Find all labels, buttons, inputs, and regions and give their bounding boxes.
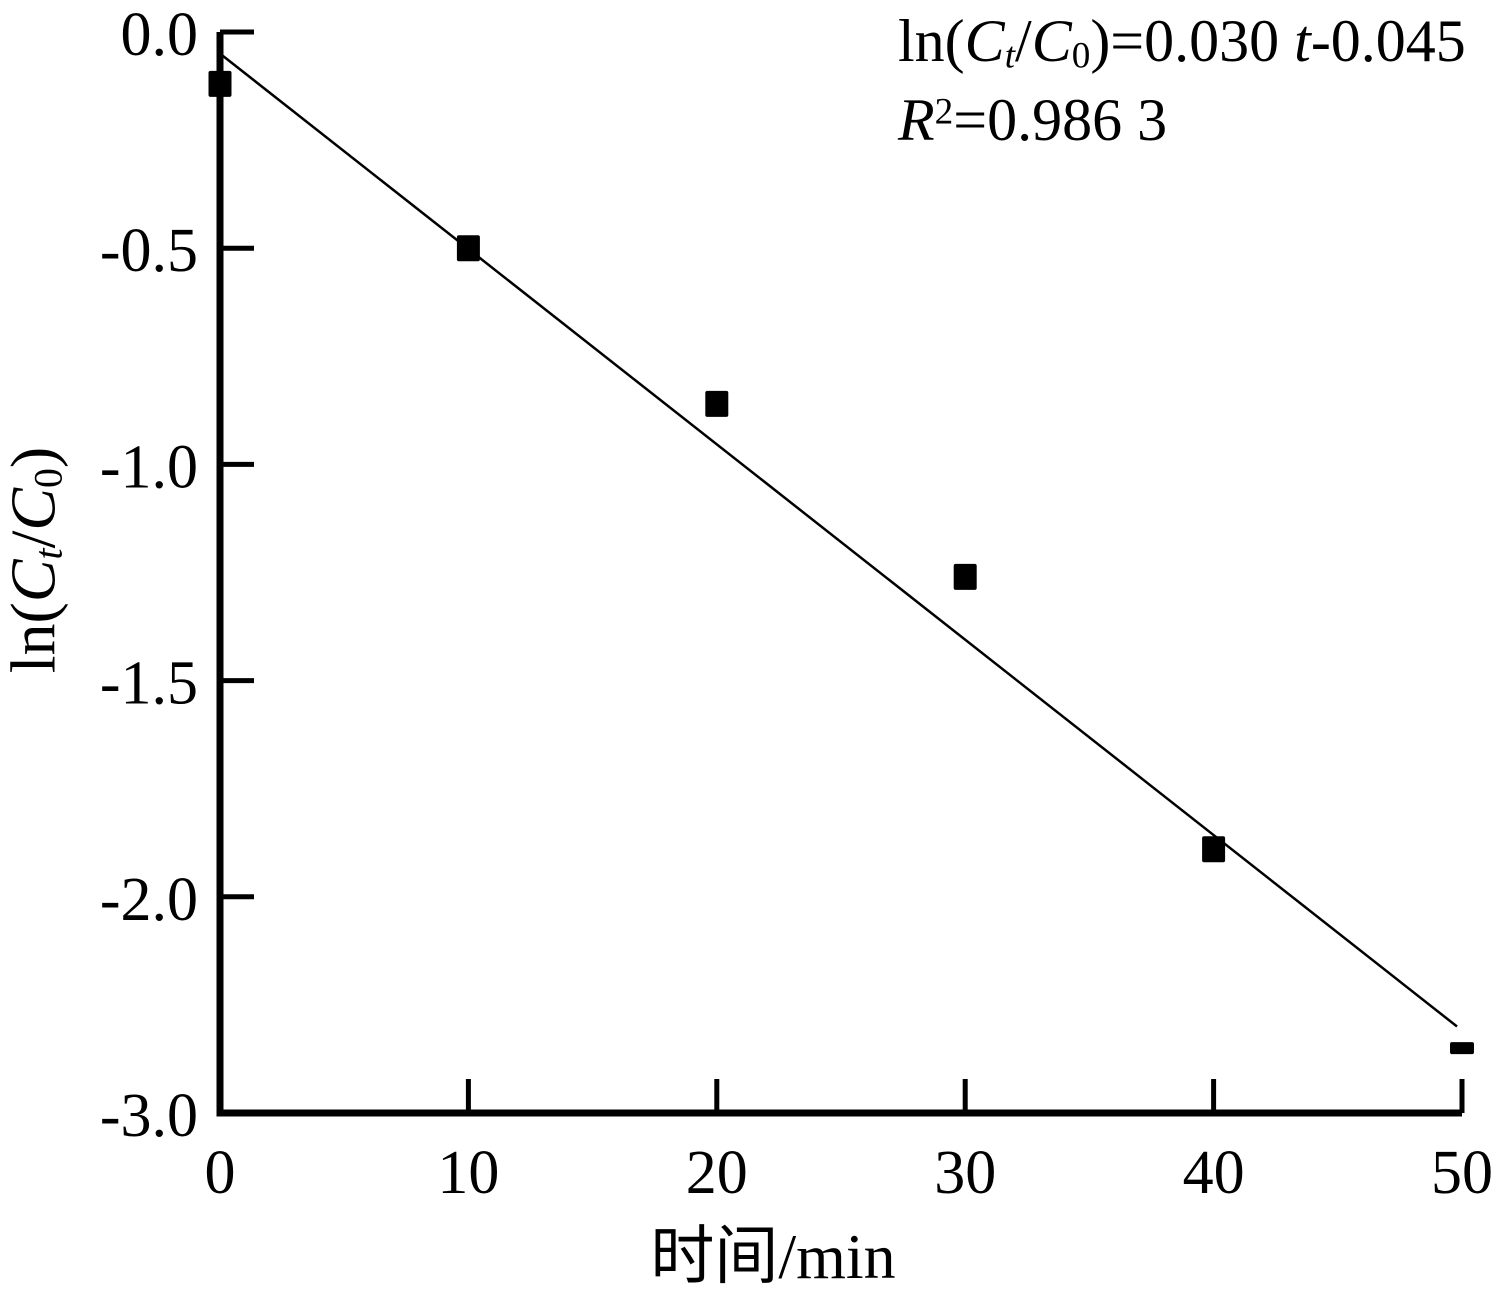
fit-line xyxy=(219,52,1458,1028)
text-segment: R xyxy=(898,87,935,154)
data-point-marker xyxy=(208,70,232,97)
text-segment: 0 xyxy=(1071,35,1091,77)
fit-equation-line: ln(Ct/C0)=0.030 t-0.045 xyxy=(898,2,1466,81)
fit-equation-block: ln(Ct/C0)=0.030 t-0.045 R2=0.986 3 xyxy=(898,2,1466,160)
text-segment: ln( xyxy=(898,8,965,74)
x-tick-label: 20 xyxy=(686,1139,748,1207)
y-tick-label: 0.0 xyxy=(121,1,199,69)
y-tick-label: -1.0 xyxy=(100,433,198,501)
text-segment: t xyxy=(26,548,71,560)
text-segment: 0 xyxy=(26,468,71,488)
text-segment: C xyxy=(1031,8,1072,74)
x-axis-label: 时间/min xyxy=(650,1221,896,1292)
data-point-marker xyxy=(953,563,977,590)
y-tick-label: -2.0 xyxy=(100,866,198,934)
x-tick-label: 40 xyxy=(1183,1139,1245,1207)
text-segment: )=0.030 xyxy=(1090,8,1295,74)
text-segment: -0.045 xyxy=(1310,8,1466,74)
text-segment: ) xyxy=(0,446,69,469)
text-segment: C xyxy=(964,8,1005,74)
text-segment: C xyxy=(0,559,69,603)
data-point-marker xyxy=(705,390,729,417)
text-segment: 2 xyxy=(934,91,954,133)
y-axis-label: ln(Ct/C0) xyxy=(0,447,72,673)
x-tick-label: 30 xyxy=(934,1139,996,1207)
x-tick-label: 10 xyxy=(437,1139,499,1207)
y-tick-label: -1.5 xyxy=(100,650,198,718)
text-segment: ln( xyxy=(0,602,69,674)
y-tick-label: -3.0 xyxy=(100,1082,198,1150)
data-point-marker xyxy=(1450,1042,1474,1055)
axis-spines xyxy=(216,32,1462,1117)
text-segment: t xyxy=(1294,8,1311,74)
y-tick-label: -0.5 xyxy=(100,217,198,285)
text-segment: / xyxy=(1015,8,1032,74)
data-point-marker xyxy=(1202,836,1226,863)
text-segment: t xyxy=(1004,35,1016,77)
text-segment: =0.986 3 xyxy=(953,87,1168,154)
x-tick-label: 0 xyxy=(205,1139,236,1207)
data-point-marker xyxy=(456,235,480,262)
text-segment: C xyxy=(0,487,69,531)
x-tick-label: 50 xyxy=(1431,1139,1493,1207)
r-squared-line: R2=0.986 3 xyxy=(898,81,1466,160)
text-segment: / xyxy=(0,530,69,549)
